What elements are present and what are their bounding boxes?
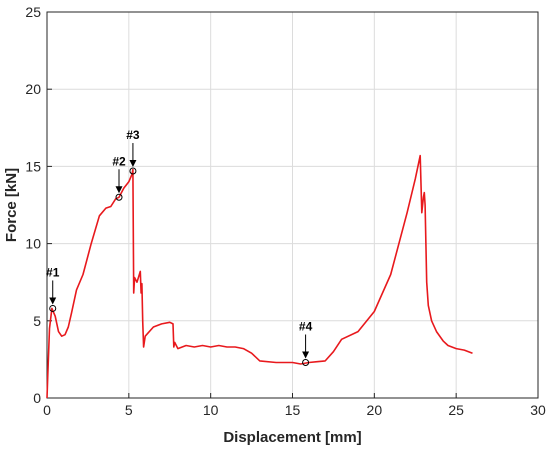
x-tick-label: 5 (125, 402, 133, 418)
y-tick-label: 5 (33, 313, 41, 329)
axis-ticks: 0 5 10 15 20 25 30 0 5 10 15 20 25 (25, 4, 546, 418)
annotation-marker: #1 (46, 265, 60, 312)
annotation-arrow-head (49, 297, 57, 305)
x-tick-label: 25 (448, 402, 464, 418)
force-displacement-line (46, 154, 473, 399)
annotation-circle (129, 167, 137, 175)
y-tick-label: 25 (25, 4, 41, 20)
series-layer (46, 154, 473, 399)
grid (46, 11, 539, 399)
annotation-arrow-head (115, 186, 123, 194)
x-tick-label: 0 (43, 402, 51, 418)
x-tick-label: 15 (285, 402, 301, 418)
annotation-circle (49, 304, 57, 312)
x-tick-label: 10 (203, 402, 219, 418)
annotation-label: #1 (46, 265, 60, 279)
annotation-circle (302, 358, 310, 366)
annotation-label: #2 (112, 154, 126, 168)
annotation-label: #4 (299, 319, 313, 333)
annotation-label: #3 (126, 128, 140, 142)
annotation-marker: #3 (126, 128, 140, 175)
x-tick-label: 20 (367, 402, 383, 418)
annotations-layer: #1 #2#3 #4 (46, 128, 313, 366)
y-tick-label: 15 (25, 158, 41, 174)
y-tick-label: 20 (25, 81, 41, 97)
x-tick-label: 30 (530, 402, 546, 418)
annotation-circle (115, 193, 123, 201)
annotation-marker: #2 (112, 154, 126, 201)
x-axis-label: Displacement [mm] (223, 429, 361, 446)
y-axis-label: Force [kN] (3, 168, 20, 242)
y-tick-label: 10 (25, 236, 41, 252)
y-tick-label: 0 (33, 390, 41, 406)
annotation-marker: #4 (299, 319, 313, 366)
annotation-arrow-head (302, 351, 310, 359)
annotation-arrow-head (129, 160, 137, 168)
